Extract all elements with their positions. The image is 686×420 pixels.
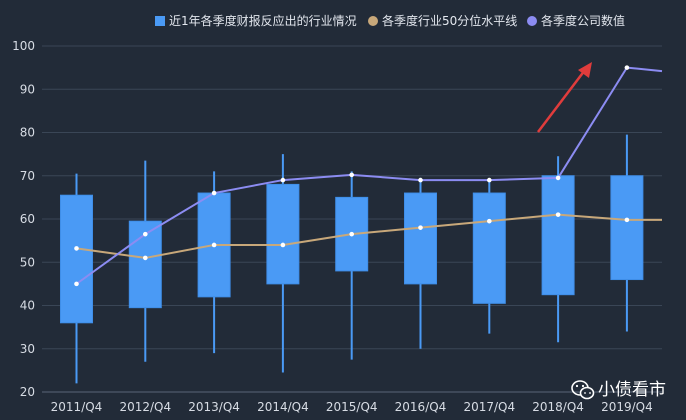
legend-swatch-median — [368, 16, 378, 26]
trend-arrow-head — [578, 62, 592, 78]
wechat-icon — [571, 380, 595, 400]
x-tick-label: 2011/Q4 — [51, 400, 103, 414]
series-point-0 — [280, 242, 286, 248]
series-point-1 — [487, 177, 492, 183]
y-tick-label: 100 — [12, 39, 35, 53]
box-body — [610, 175, 644, 281]
y-tick-label: 90 — [20, 82, 35, 96]
x-tick-label: 2016/Q4 — [395, 400, 447, 414]
line-series — [74, 65, 663, 287]
legend-item-median[interactable]: 各季度行业50分位水平线 — [368, 13, 517, 28]
series-point-1 — [143, 231, 148, 237]
y-tick-label: 60 — [20, 212, 35, 226]
series-point-1 — [74, 281, 79, 287]
watermark-text: 小债看市 — [598, 380, 666, 400]
series-point-0 — [143, 255, 148, 261]
series-point-0 — [418, 225, 423, 230]
series-point-1 — [349, 172, 355, 178]
series-point-0 — [74, 246, 79, 251]
x-tick-label: 2019/Q4 — [601, 400, 653, 414]
x-tick-label: 2013/Q4 — [188, 400, 240, 414]
series-line-1 — [75, 66, 663, 285]
legend-label-company: 各季度公司数值 — [541, 13, 625, 28]
x-tick-label: 2012/Q4 — [119, 400, 171, 414]
legend: 近1年各季度财报反应出的行业情况 各季度行业50分位水平线 各季度公司数值 — [155, 13, 625, 28]
legend-label-median: 各季度行业50分位水平线 — [382, 13, 517, 28]
y-tick-label: 30 — [20, 342, 35, 356]
x-tick-label: 2017/Q4 — [463, 400, 515, 414]
legend-item-company[interactable]: 各季度公司数值 — [527, 13, 625, 28]
series-point-0 — [211, 242, 217, 248]
watermark: 小债看市 — [571, 380, 666, 400]
y-tick-label: 50 — [20, 255, 35, 269]
x-tick-label: 2018/Q4 — [532, 400, 584, 414]
box-series — [60, 134, 644, 384]
trend-arrow — [537, 62, 592, 133]
box-body — [541, 175, 575, 296]
series-point-1 — [555, 175, 561, 181]
legend-item-industry[interactable]: 近1年各季度财报反应出的行业情况 — [155, 13, 357, 28]
series-point-0 — [487, 218, 492, 224]
box-body — [266, 183, 300, 285]
y-tick-label: 40 — [20, 299, 35, 313]
axes: 20 30 40 50 60 70 80 90 100 2011/Q4 2012/Q4 2013/Q4… — [12, 39, 662, 414]
legend-swatch-industry — [155, 16, 165, 26]
box-body — [404, 192, 437, 285]
box-body — [60, 194, 93, 324]
series-point-0 — [624, 217, 630, 223]
series-point-1 — [280, 177, 286, 183]
series-point-0 — [555, 212, 561, 217]
series-point-0 — [349, 231, 355, 237]
y-tick-label: 80 — [20, 126, 35, 140]
series-point-1 — [211, 190, 217, 196]
y-tick-label: 20 — [20, 385, 35, 399]
series-point-1 — [624, 65, 630, 70]
series-point-1 — [418, 177, 423, 183]
box-body — [472, 192, 506, 304]
series-line-0 — [76, 213, 662, 259]
x-tick-label: 2014/Q4 — [257, 400, 309, 414]
trend-arrow-shaft — [537, 69, 586, 133]
x-tick-label: 2015/Q4 — [326, 400, 378, 414]
y-tick-label: 70 — [20, 169, 35, 183]
legend-swatch-company — [527, 16, 537, 26]
legend-label-industry: 近1年各季度财报反应出的行业情况 — [169, 13, 357, 28]
